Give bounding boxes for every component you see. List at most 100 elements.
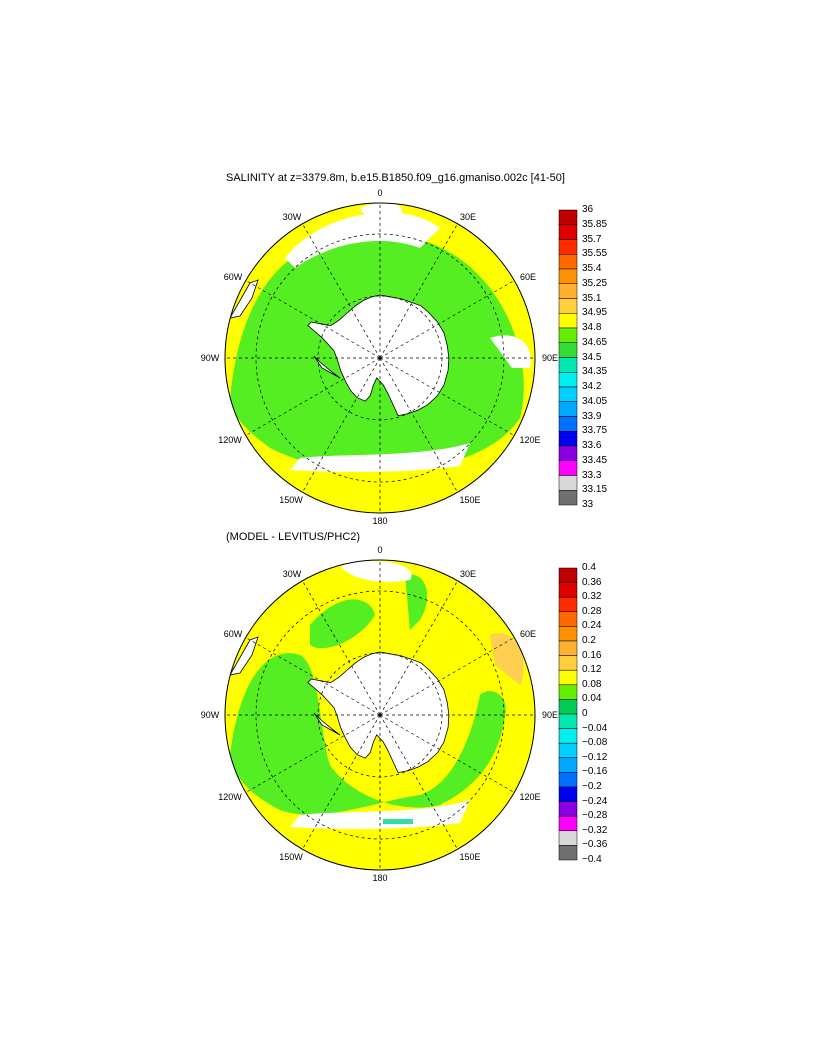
lon-label-180: 180	[372, 516, 388, 526]
colorbar-label: 0.2	[582, 635, 596, 646]
lon-label-90e: 90E	[541, 353, 559, 363]
colorbar-swatch	[558, 596, 578, 613]
colorbar-label: 33.75	[582, 425, 608, 437]
colorbar-swatch	[558, 845, 578, 861]
lon-label-120w: 120W	[218, 435, 242, 445]
colorbar-swatch	[558, 342, 578, 358]
colorbar-swatch	[558, 460, 578, 476]
colorbar-label: 0.24	[582, 620, 602, 632]
colorbar-label: −0.28	[582, 810, 608, 822]
lon-label-180: 180	[372, 873, 388, 883]
colorbar-label: 0.32	[582, 591, 602, 603]
colorbar-label: 36	[582, 204, 594, 215]
lon-label-60w: 60W	[223, 629, 243, 639]
lon-label-90w: 90W	[200, 353, 220, 363]
lon-label-150e: 150E	[459, 495, 481, 505]
colorbar-label: 33.15	[582, 484, 608, 496]
colorbar-label: 35.55	[582, 248, 608, 260]
lon-label-0: 0	[377, 545, 383, 555]
colorbar-swatch	[558, 327, 578, 343]
colorbar-swatch	[558, 669, 578, 686]
colorbar-swatch	[558, 801, 578, 817]
colorbar-label: 0.12	[582, 664, 602, 676]
map-border	[224, 202, 536, 514]
colorbar-swatch	[558, 713, 578, 729]
colorbar-swatch	[558, 357, 578, 373]
lon-label-0: 0	[377, 188, 383, 198]
colorbar-label: −0.12	[582, 751, 608, 763]
lon-label-90e: 90E	[541, 710, 559, 720]
green-band	[230, 653, 506, 815]
lon-label-90w: 90W	[200, 710, 220, 720]
south-america-tip	[229, 636, 259, 676]
colorbar-label: −0.36	[582, 839, 608, 851]
polar-map-1	[224, 202, 536, 514]
colorbar-label: 0.4	[582, 562, 596, 573]
colorbar-swatch	[558, 416, 578, 432]
colorbar-label: −0.08	[582, 737, 608, 749]
colorbar-label: 34.95	[582, 307, 608, 319]
colorbar-label: 0.08	[582, 678, 602, 690]
lon-label-120e: 120E	[519, 435, 541, 445]
colorbar-label: 0.28	[582, 605, 602, 617]
colorbar-swatch	[558, 401, 578, 417]
colorbar-label: −0.16	[582, 766, 608, 778]
lon-label-60e: 60E	[519, 272, 537, 282]
colorbar-swatch	[558, 611, 578, 627]
colorbar-swatch	[558, 386, 578, 402]
lon-label-150w: 150W	[279, 852, 303, 862]
colorbar-2	[558, 567, 578, 861]
colorbar-swatch	[558, 475, 578, 491]
colorbar-swatch	[558, 224, 578, 240]
colorbar-swatch	[558, 490, 578, 506]
colorbar-label: 33.45	[582, 454, 608, 466]
colorbar-label: 35.4	[582, 263, 602, 274]
colorbar-swatch	[558, 640, 578, 656]
colorbar-label: 35.1	[582, 292, 602, 304]
colorbar-swatch	[558, 699, 578, 715]
colorbar-swatch	[558, 372, 578, 388]
colorbar-label: 33.3	[582, 469, 602, 481]
colorbar-label: −0.24	[582, 795, 608, 807]
colorbar-label: 34.2	[582, 381, 602, 392]
lon-label-30e: 30E	[459, 569, 477, 579]
lon-label-120e: 120E	[519, 792, 541, 802]
colorbar-label: 0.04	[582, 693, 602, 705]
colorbar-swatch	[558, 626, 578, 642]
colorbar-label: 33.9	[582, 410, 602, 422]
colorbar-swatch	[558, 313, 578, 329]
colorbar-label: 34.05	[582, 395, 608, 407]
colorbar-label: 35.85	[582, 218, 608, 230]
colorbar-swatch	[558, 254, 578, 270]
orange-patch	[490, 633, 524, 685]
colorbar-label: 0.36	[582, 576, 602, 588]
colorbar-label: 34.65	[582, 336, 608, 348]
colorbar-swatch	[558, 445, 578, 461]
colorbar-swatch	[558, 582, 578, 598]
grid-lines	[225, 560, 535, 870]
colorbar-swatch	[558, 830, 578, 846]
colorbar-label: 34.5	[582, 351, 602, 363]
colorbar-swatch	[558, 239, 578, 255]
colorbar-label: 35.25	[582, 277, 608, 289]
colorbar-swatch	[558, 209, 578, 225]
lon-label-60e: 60E	[519, 629, 537, 639]
colorbar-swatch	[558, 684, 578, 700]
panel-1-title: SALINITY at z=3379.8m, b.e15.B1850.f09_g…	[226, 172, 565, 184]
colorbar-label: −0.2	[582, 781, 602, 792]
colorbar-label: −0.4	[582, 854, 602, 865]
lon-label-150e: 150E	[459, 852, 481, 862]
grid-lines	[225, 203, 535, 513]
antarctic-peninsula	[313, 355, 341, 379]
colorbar-swatch	[558, 742, 578, 759]
antarctic-peninsula	[313, 712, 341, 736]
colorbar-swatch	[558, 786, 578, 802]
colorbar-label: 34.8	[582, 322, 602, 333]
lon-label-120w: 120W	[218, 792, 242, 802]
colorbar-label: −0.04	[582, 722, 608, 734]
colorbar-1	[558, 209, 578, 506]
colorbar-swatch	[558, 283, 578, 299]
lon-label-30w: 30W	[282, 212, 302, 222]
colorbar-swatch	[558, 757, 578, 773]
